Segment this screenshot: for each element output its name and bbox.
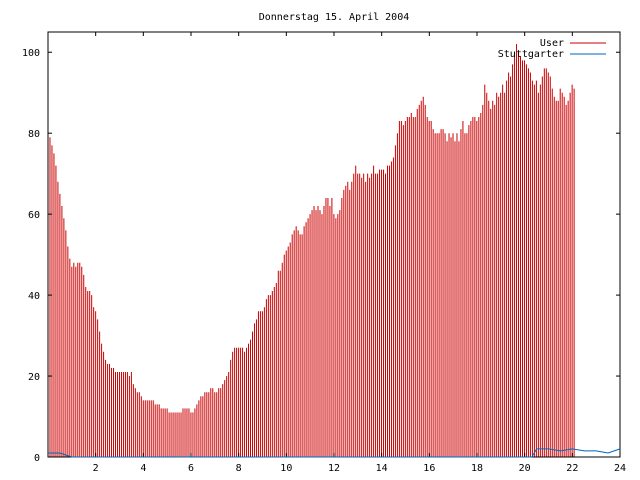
x-tick-label: 12: [328, 463, 340, 474]
x-tick-label: 22: [566, 463, 578, 474]
y-tick-label: 40: [28, 291, 40, 302]
x-tick-label: 10: [280, 463, 292, 474]
y-tick-label: 0: [34, 453, 40, 464]
x-tick-label: 18: [471, 463, 483, 474]
y-tick-label: 80: [28, 129, 40, 140]
legend-label-user: User: [540, 38, 564, 49]
x-tick-label: 20: [519, 463, 531, 474]
x-tick-label: 16: [423, 463, 435, 474]
stuttgarter-line: [48, 448, 621, 458]
x-axis: 2 4 6 8 10 12 14 16 18 20 22 24: [93, 32, 626, 474]
x-tick-label: 4: [140, 463, 146, 474]
y-tick-label: 60: [28, 210, 40, 221]
x-tick-label: 24: [614, 463, 626, 474]
legend-label-stuttgarter: Stuttgarter: [498, 49, 564, 60]
legend: User Stuttgarter: [498, 38, 606, 60]
user-bars: [47, 44, 575, 457]
chart-title: Donnerstag 15. April 2004: [259, 12, 410, 23]
x-tick-label: 2: [93, 463, 99, 474]
x-tick-label: 8: [236, 463, 242, 474]
x-tick-label: 14: [376, 463, 388, 474]
y-tick-label: 20: [28, 372, 40, 383]
y-tick-label: 100: [22, 48, 40, 59]
x-tick-label: 6: [188, 463, 194, 474]
y-axis: 0 20 40 60 80 100: [22, 48, 620, 464]
